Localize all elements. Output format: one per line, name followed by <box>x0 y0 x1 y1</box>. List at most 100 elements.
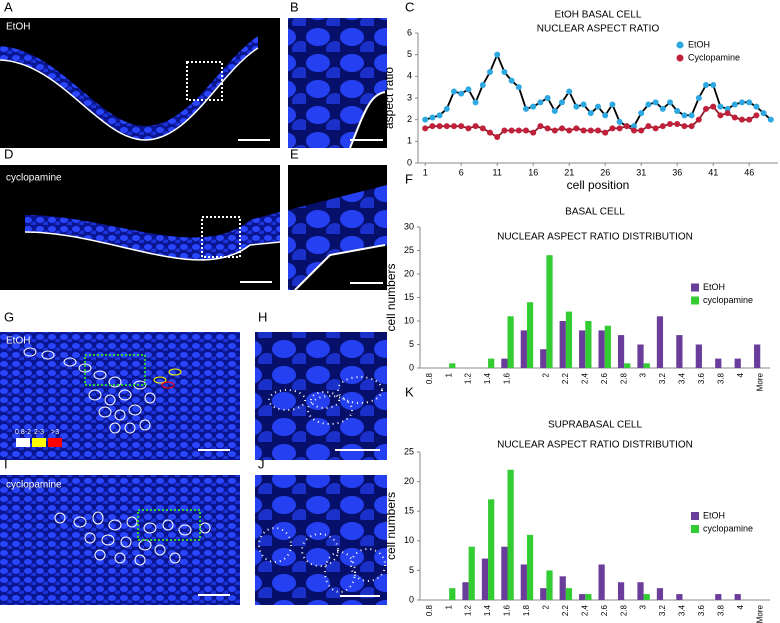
data-point <box>551 108 558 114</box>
data-point <box>695 95 702 101</box>
x-tick-label: 6 <box>459 167 464 177</box>
panel-letter: H <box>258 309 267 324</box>
y-axis-label: cell numbers <box>384 492 398 560</box>
data-point <box>566 127 573 134</box>
data-point <box>595 103 601 110</box>
x-tick-label: 3.2 <box>658 604 667 616</box>
y-tick-label: 5 <box>409 565 414 575</box>
bar <box>488 499 495 600</box>
x-tick-label: 4 <box>736 372 745 377</box>
data-point <box>451 88 457 95</box>
data-point <box>429 123 436 130</box>
data-point <box>544 95 551 101</box>
bar <box>546 255 553 368</box>
data-point <box>717 103 724 110</box>
x-tick-label: 46 <box>744 167 754 177</box>
bar <box>695 344 702 368</box>
y-tick-label: 15 <box>404 506 414 516</box>
chart-subtitle: NUCLEAR ASPECT RATIO <box>537 24 660 35</box>
data-point <box>573 103 580 110</box>
data-point <box>602 129 609 136</box>
data-point <box>501 69 508 75</box>
data-point <box>638 127 645 134</box>
data-point <box>659 105 666 112</box>
data-point <box>451 123 457 130</box>
y-tick-label: 20 <box>404 476 414 486</box>
image-b <box>288 18 387 149</box>
bar <box>501 358 508 368</box>
y-tick-label: 25 <box>404 245 414 255</box>
legend-label: cyclopamine <box>703 523 753 533</box>
y-tick-label: 1 <box>407 136 412 146</box>
bar <box>579 330 586 368</box>
x-tick-label: 1.2 <box>464 604 473 616</box>
data-point <box>674 108 681 114</box>
data-point <box>767 116 774 123</box>
x-tick-label: 2 <box>541 372 550 377</box>
panel-label: EtOH <box>6 336 30 347</box>
data-point <box>515 84 522 91</box>
data-point <box>659 123 666 130</box>
data-point <box>753 112 760 119</box>
data-point <box>587 127 594 134</box>
data-point <box>616 118 623 125</box>
bar <box>617 582 625 600</box>
legend-label: cyclopamine <box>703 295 753 305</box>
y-tick-label: 0 <box>409 594 414 604</box>
legend-label: EtOH <box>703 510 725 520</box>
data-point <box>724 110 731 117</box>
bar <box>546 570 553 600</box>
bar <box>734 358 741 368</box>
y-axis-label: aspect ratio <box>382 67 396 129</box>
panel-letter: J <box>258 456 265 471</box>
chart-title: EtOH BASAL CELL <box>555 10 642 21</box>
bar <box>604 325 611 368</box>
x-tick-label: 2.2 <box>561 372 570 384</box>
x-tick-label: 1.8 <box>522 604 531 616</box>
y-tick-label: 25 <box>404 446 414 456</box>
data-point <box>573 125 580 132</box>
data-point <box>753 103 760 110</box>
bar <box>559 576 566 600</box>
legend-label: EtOH <box>703 282 725 292</box>
y-tick-label: 30 <box>404 221 414 231</box>
data-point <box>515 127 522 134</box>
data-point <box>443 105 450 112</box>
x-tick-label: 2.8 <box>619 604 628 616</box>
scale-legend-label: 0.8-2 <box>15 429 31 436</box>
data-point <box>487 69 493 75</box>
x-tick-label: 1 <box>423 167 428 177</box>
bar <box>526 534 534 600</box>
bar <box>526 302 534 368</box>
data-point <box>631 123 637 130</box>
data-point <box>703 105 709 112</box>
bar <box>488 358 495 368</box>
bar <box>643 594 650 600</box>
bar <box>540 588 547 600</box>
panel-letter: A <box>4 0 13 14</box>
data-point <box>494 51 501 58</box>
x-tick-label: 1.6 <box>503 604 512 616</box>
data-point <box>465 86 472 93</box>
bar <box>507 316 514 368</box>
bar <box>481 558 489 600</box>
bar <box>676 335 683 368</box>
data-point <box>559 125 565 132</box>
bar <box>579 594 586 600</box>
data-point <box>645 101 652 108</box>
bar <box>637 344 644 368</box>
panel-letter: G <box>4 309 14 324</box>
data-point <box>530 129 537 136</box>
data-point <box>717 112 724 119</box>
data-point <box>724 105 731 112</box>
data-point <box>760 110 767 117</box>
data-point <box>494 134 501 140</box>
bar <box>585 321 592 368</box>
legend-marker <box>691 525 699 533</box>
data-point <box>674 121 681 127</box>
bar <box>656 588 664 600</box>
data-point <box>609 101 616 108</box>
image-j <box>255 475 387 605</box>
data-point <box>595 127 601 134</box>
data-point <box>537 123 544 130</box>
